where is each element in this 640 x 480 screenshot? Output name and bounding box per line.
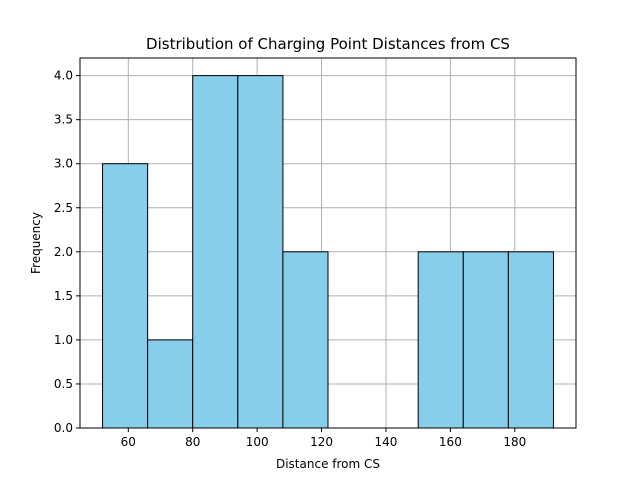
y-tick-label: 2.0 (54, 245, 73, 259)
x-tick-label: 160 (439, 435, 462, 449)
x-tick-label: 180 (503, 435, 526, 449)
x-tick-label: 120 (310, 435, 333, 449)
chart-title: Distribution of Charging Point Distances… (146, 35, 510, 53)
plot-area-frame (79, 57, 577, 429)
y-tick-label: 2.5 (54, 201, 73, 215)
x-axis-label: Distance from CS (276, 457, 380, 471)
y-axis-ticks: 0.0 0.5 1.0 1.5 2.0 2.5 3.0 3.5 4.0 (54, 69, 80, 435)
histogram-bar (102, 163, 149, 429)
x-tick-label: 80 (185, 435, 200, 449)
histogram-bar (192, 75, 239, 429)
x-tick-label: 60 (121, 435, 136, 449)
y-axis-label: Frequency (29, 212, 43, 274)
histogram-bar (237, 75, 284, 429)
histogram-bar (282, 251, 329, 429)
histogram-bar (507, 251, 554, 429)
y-tick-label: 0.5 (54, 377, 73, 391)
y-tick-label: 3.0 (54, 157, 73, 171)
y-tick-label: 1.0 (54, 333, 73, 347)
histogram-bar (462, 251, 509, 429)
histogram-bar (417, 251, 464, 429)
x-tick-label: 100 (246, 435, 269, 449)
x-tick-label: 140 (375, 435, 398, 449)
histogram-bars (102, 75, 554, 429)
y-tick-label: 1.5 (54, 289, 73, 303)
y-tick-label: 0.0 (54, 421, 73, 435)
y-tick-label: 3.5 (54, 113, 73, 127)
x-axis-ticks: 60 80 100 120 140 160 180 (121, 428, 526, 449)
histogram-bar (147, 339, 194, 429)
y-tick-label: 4.0 (54, 69, 73, 83)
